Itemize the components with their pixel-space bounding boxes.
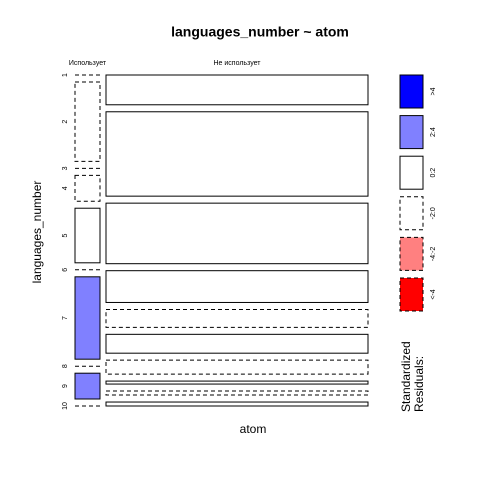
y-tick-label: 6 [62, 268, 69, 272]
mosaic-cell [105, 270, 369, 303]
mosaic-cell [105, 401, 369, 407]
y-tick-label: 9 [62, 384, 69, 388]
column-label: Не использует [214, 60, 262, 67]
mosaic-cell [74, 174, 101, 202]
mosaic-cell [105, 333, 369, 354]
legend-label: >4 [430, 87, 437, 95]
legend-swatch [399, 236, 424, 271]
legend-swatch [399, 74, 424, 109]
y-axis-label: languages_number [30, 181, 44, 284]
mosaic-cell [105, 390, 369, 396]
y-tick-label: 2 [62, 120, 69, 124]
mosaic-cell [74, 81, 101, 162]
mosaic-cell [105, 111, 369, 197]
column-label: Использует [69, 60, 107, 67]
legend-swatch [399, 115, 424, 150]
legend-swatch [399, 196, 424, 231]
legend-title: Standardized [399, 341, 413, 412]
y-tick-label: 7 [62, 316, 69, 320]
legend-label: -4:-2 [430, 247, 437, 262]
mosaic-cell [105, 359, 369, 375]
legend-swatch [399, 277, 424, 312]
mosaic-cell [105, 202, 369, 265]
legend-label: -2:0 [430, 207, 437, 219]
mosaic-cell [74, 207, 101, 264]
mosaic-cell [105, 74, 369, 106]
y-tick-label: 3 [62, 166, 69, 170]
legend-label: 2:4 [430, 127, 437, 137]
mosaic-cell [74, 372, 101, 400]
legend-label: 0:2 [430, 168, 437, 178]
mosaic-cell [105, 380, 369, 385]
chart-title: languages_number ~ atom [171, 24, 349, 40]
y-tick-label: 5 [62, 233, 69, 237]
y-tick-label: 4 [62, 186, 69, 190]
legend-title: Residuals: [412, 356, 426, 412]
y-tick-label: 1 [62, 73, 69, 77]
mosaic-cell [105, 308, 369, 328]
mosaic-cell [74, 276, 101, 360]
y-tick-label: 10 [62, 402, 69, 410]
legend-label: <-4 [430, 289, 437, 299]
y-tick-label: 8 [62, 364, 69, 368]
legend-swatch [399, 155, 424, 190]
x-axis-label: atom [240, 422, 267, 436]
